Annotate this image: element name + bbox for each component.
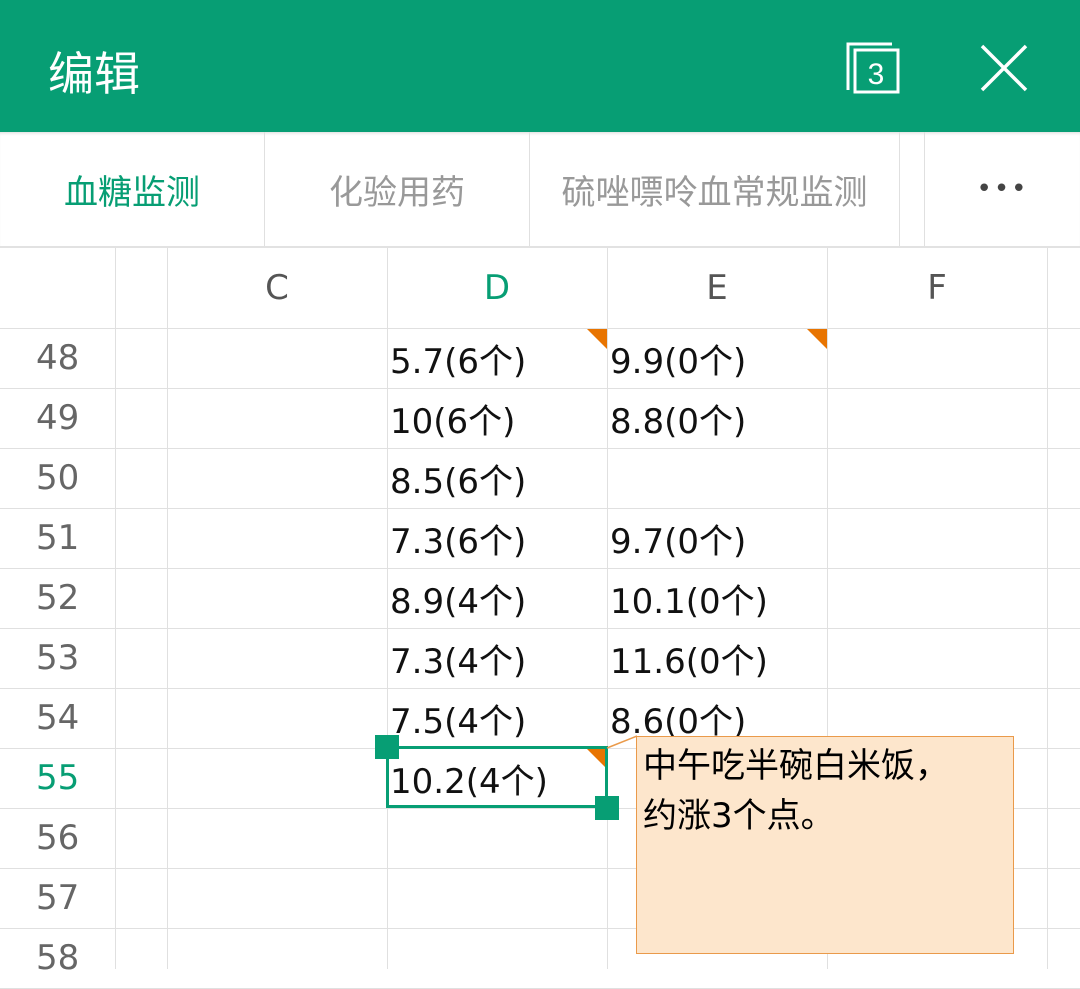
tab-divider <box>900 132 925 246</box>
comment-line-1: 中午吃半碗白米饭， <box>643 746 949 786</box>
cell-e51[interactable]: 9.7(0个) <box>610 521 747 562</box>
column-header-e[interactable]: E <box>706 268 728 308</box>
cell-e48[interactable]: 9.9(0个) <box>610 341 747 382</box>
cell-d58[interactable] <box>387 928 607 988</box>
grid-line <box>1047 248 1048 969</box>
cell-d54[interactable]: 7.5(4个) <box>390 701 527 742</box>
selected-cell-border <box>386 746 608 808</box>
selection-handle-end[interactable] <box>595 796 619 820</box>
selection-handle-start[interactable] <box>375 735 399 759</box>
grid-line <box>827 248 828 969</box>
comment-indicator-icon <box>587 749 607 769</box>
row-header-50[interactable]: 50 <box>36 458 80 498</box>
cell-d52[interactable]: 8.9(4个) <box>390 581 527 622</box>
spreadsheet-grid[interactable]: C D E F 48 5.7(6个) 9.9(0个) 49 10(6个) 8.8(0个) 5… <box>0 248 1080 989</box>
column-header-c[interactable]: C <box>265 268 289 308</box>
row-header-54[interactable]: 54 <box>36 698 80 738</box>
comment-connector <box>606 735 638 749</box>
windows-icon: 3 <box>846 42 900 94</box>
comment-line-2: 约涨3个点。 <box>643 796 835 836</box>
windows-button[interactable]: 3 <box>846 42 900 94</box>
grid-line <box>387 248 388 969</box>
sheet-tabs: 血糖监测 化验用药 硫唑嘌呤血常规监测 ••• <box>0 132 1080 248</box>
column-header-d[interactable]: D <box>483 268 511 308</box>
grid-line <box>0 388 1080 389</box>
cell-e52[interactable]: 10.1(0个) <box>610 581 768 622</box>
grid-line <box>607 248 608 969</box>
row-header-51[interactable]: 51 <box>36 518 80 558</box>
more-tabs-button[interactable]: ••• <box>976 174 1029 204</box>
column-header-f[interactable]: F <box>927 268 947 308</box>
close-button[interactable] <box>978 42 1030 94</box>
cell-d49[interactable]: 10(6个) <box>390 401 516 442</box>
grid-line <box>0 568 1080 569</box>
row-header-53[interactable]: 53 <box>36 638 80 678</box>
cell-d57[interactable] <box>387 868 607 928</box>
grid-line <box>167 248 168 969</box>
grid-line <box>0 808 1080 809</box>
row-header-57[interactable]: 57 <box>36 878 80 918</box>
grid-line <box>115 248 116 969</box>
grid-line <box>0 448 1080 449</box>
grid-line <box>0 688 1080 689</box>
row-header-49[interactable]: 49 <box>36 398 80 438</box>
cell-e54[interactable]: 8.6(0个) <box>610 701 747 742</box>
comment-indicator-icon <box>807 329 827 349</box>
grid-line <box>0 508 1080 509</box>
tab-blood-sugar[interactable]: 血糖监测 <box>0 132 265 246</box>
page-title: 编辑 <box>48 47 140 101</box>
grid-line <box>0 928 1080 929</box>
app-header: 编辑 3 <box>0 0 1080 132</box>
cell-e49[interactable]: 8.8(0个) <box>610 401 747 442</box>
cell-d56[interactable] <box>387 808 607 868</box>
row-header-52[interactable]: 52 <box>36 578 80 618</box>
row-header-48[interactable]: 48 <box>36 338 80 378</box>
tab-lab-medication[interactable]: 化验用药 <box>265 132 530 246</box>
grid-line <box>0 868 1080 869</box>
cell-d55[interactable]: 10.2(4个) <box>390 761 548 802</box>
grid-line <box>0 628 1080 629</box>
comment-indicator-icon <box>587 329 607 349</box>
grid-line <box>0 328 1080 329</box>
tab-azathioprine[interactable]: 硫唑嘌呤血常规监测 <box>530 132 900 246</box>
cell-d50[interactable]: 8.5(6个) <box>390 461 527 502</box>
row-header-55[interactable]: 55 <box>36 758 80 798</box>
cell-d53[interactable]: 7.3(4个) <box>390 641 527 682</box>
cell-d48[interactable]: 5.7(6个) <box>390 341 527 382</box>
window-count: 3 <box>868 58 885 91</box>
cell-e50[interactable] <box>607 448 827 508</box>
row-header-58[interactable]: 58 <box>36 938 80 978</box>
cell-comment[interactable]: 中午吃半碗白米饭， 约涨3个点。 <box>636 736 1014 954</box>
cell-e53[interactable]: 11.6(0个) <box>610 641 768 682</box>
cell-d51[interactable]: 7.3(6个) <box>390 521 527 562</box>
close-icon <box>980 44 1028 92</box>
row-header-56[interactable]: 56 <box>36 818 80 858</box>
